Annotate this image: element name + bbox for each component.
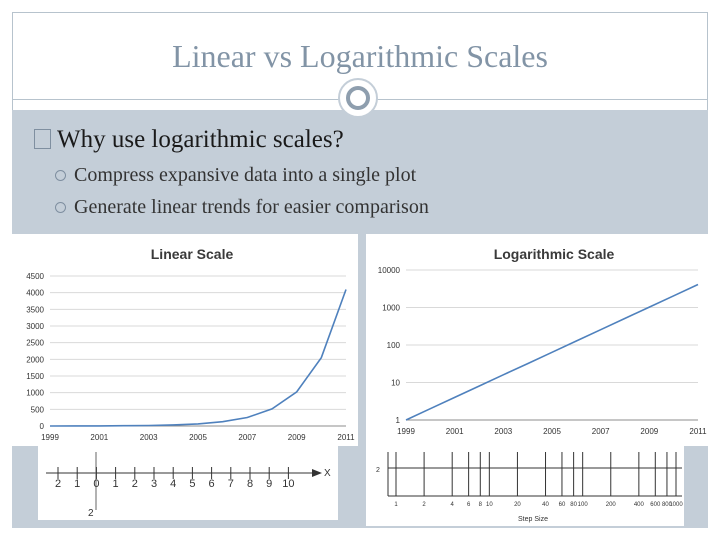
log-axis-label: 200 [606, 502, 617, 508]
number-line-label: 9 [266, 478, 272, 490]
x-tick-label: 2009 [640, 427, 658, 436]
bullet-item: Generate linear trends for easier compar… [55, 196, 429, 219]
log-axis-label: 8 [479, 502, 483, 508]
y-tick-label: 4000 [26, 289, 44, 298]
log-axis-label: 60 [559, 502, 566, 508]
number-line-label: 8 [247, 478, 253, 490]
log-axis-label: 800 [662, 502, 673, 508]
slide-title: Linear vs Logarithmic Scales [12, 12, 708, 100]
number-line-label: 7 [228, 478, 234, 490]
circle-bullet-icon [55, 202, 66, 213]
x-tick-label: 1999 [41, 433, 59, 442]
x-tick-label: 2003 [494, 427, 512, 436]
log-axis-label: 20 [514, 502, 521, 508]
slide-heading: Why use logarithmic scales? [34, 126, 344, 154]
number-line-label: 6 [209, 478, 215, 490]
number-line-label: 2 [132, 478, 138, 490]
x-tick-label: 2011 [337, 433, 355, 442]
number-line-label: 4 [170, 478, 176, 490]
y-tick-label: 10000 [378, 266, 401, 275]
y-tick-label: 1 [396, 416, 401, 425]
y-tick-label: 500 [31, 405, 45, 414]
x-tick-label: 2003 [140, 433, 158, 442]
bullet-text: Generate linear trends for easier compar… [74, 196, 429, 218]
y-tick-label: 1000 [26, 389, 44, 398]
ring-inner [346, 86, 370, 110]
log-axis-label: 40 [542, 502, 549, 508]
y-label: 2 [376, 467, 380, 474]
y-tick-label: 3000 [26, 322, 44, 331]
y-tick-label: 100 [387, 341, 401, 350]
number-line-label: 3 [151, 478, 157, 490]
x-tick-label: 2011 [689, 427, 707, 436]
chart-title: Linear Scale [151, 246, 234, 262]
log-axis-label: 1000 [669, 502, 683, 508]
log-axis-label: 4 [451, 502, 455, 508]
x-tick-label: 2001 [446, 427, 464, 436]
series-line [405, 283, 699, 421]
heading-text: Why use logarithmic scales? [57, 126, 344, 153]
axis-title: Step Size [518, 516, 548, 523]
number-line-label: 1 [74, 478, 80, 490]
log-axis-label: 600 [650, 502, 661, 508]
x-tick-label: 2007 [592, 427, 610, 436]
number-line-label: 5 [189, 478, 195, 490]
y-tick-label: 1500 [26, 372, 44, 381]
bullet-text: Compress expansive data into a single pl… [74, 164, 417, 186]
axis-label: X [324, 468, 331, 479]
x-tick-label: 2007 [238, 433, 256, 442]
axis-arrow [312, 469, 322, 477]
x-tick-label: 2005 [189, 433, 207, 442]
x-tick-label: 2001 [90, 433, 108, 442]
y-label: 2 [88, 508, 94, 519]
series-line [49, 289, 347, 427]
y-tick-label: 2500 [26, 339, 44, 348]
x-tick-label: 1999 [397, 427, 415, 436]
y-tick-label: 1000 [382, 304, 400, 313]
title-ring-ornament [338, 78, 378, 118]
number-line-label: 0 [93, 478, 99, 490]
number-line-label: 10 [282, 478, 294, 490]
log-axis-label: 10 [486, 502, 493, 508]
log-axis-label: 100 [578, 502, 589, 508]
log-axis-label: 1 [394, 502, 398, 508]
y-tick-label: 10 [391, 379, 400, 388]
log-axis-label: 2 [422, 502, 426, 508]
linear-scale-chart: Linear Scale 0 500 1000 1500 2000 2500 3000 3500… [12, 234, 358, 446]
y-tick-label: 2000 [26, 355, 44, 364]
x-tick-label: 2009 [288, 433, 306, 442]
chart-title: Logarithmic Scale [494, 246, 615, 262]
y-tick-label: 0 [40, 422, 45, 431]
y-tick-label: 3500 [26, 305, 44, 314]
logarithmic-scale-chart: Logarithmic Scale 1 10 100 1000 10000 1999 2001… [366, 234, 708, 446]
log-axis-label: 6 [467, 502, 471, 508]
checkbox-bullet-icon [34, 129, 51, 149]
bullet-item: Compress expansive data into a single pl… [55, 164, 416, 187]
circle-bullet-icon [55, 170, 66, 181]
log-axis-background [366, 446, 684, 526]
log-axis-label: 400 [634, 502, 645, 508]
number-line-label: 2 [55, 478, 61, 490]
number-line-background [38, 446, 338, 520]
x-tick-label: 2005 [543, 427, 561, 436]
number-line-label: 1 [113, 478, 119, 490]
y-tick-label: 4500 [26, 272, 44, 281]
log-axis-label: 80 [570, 502, 577, 508]
